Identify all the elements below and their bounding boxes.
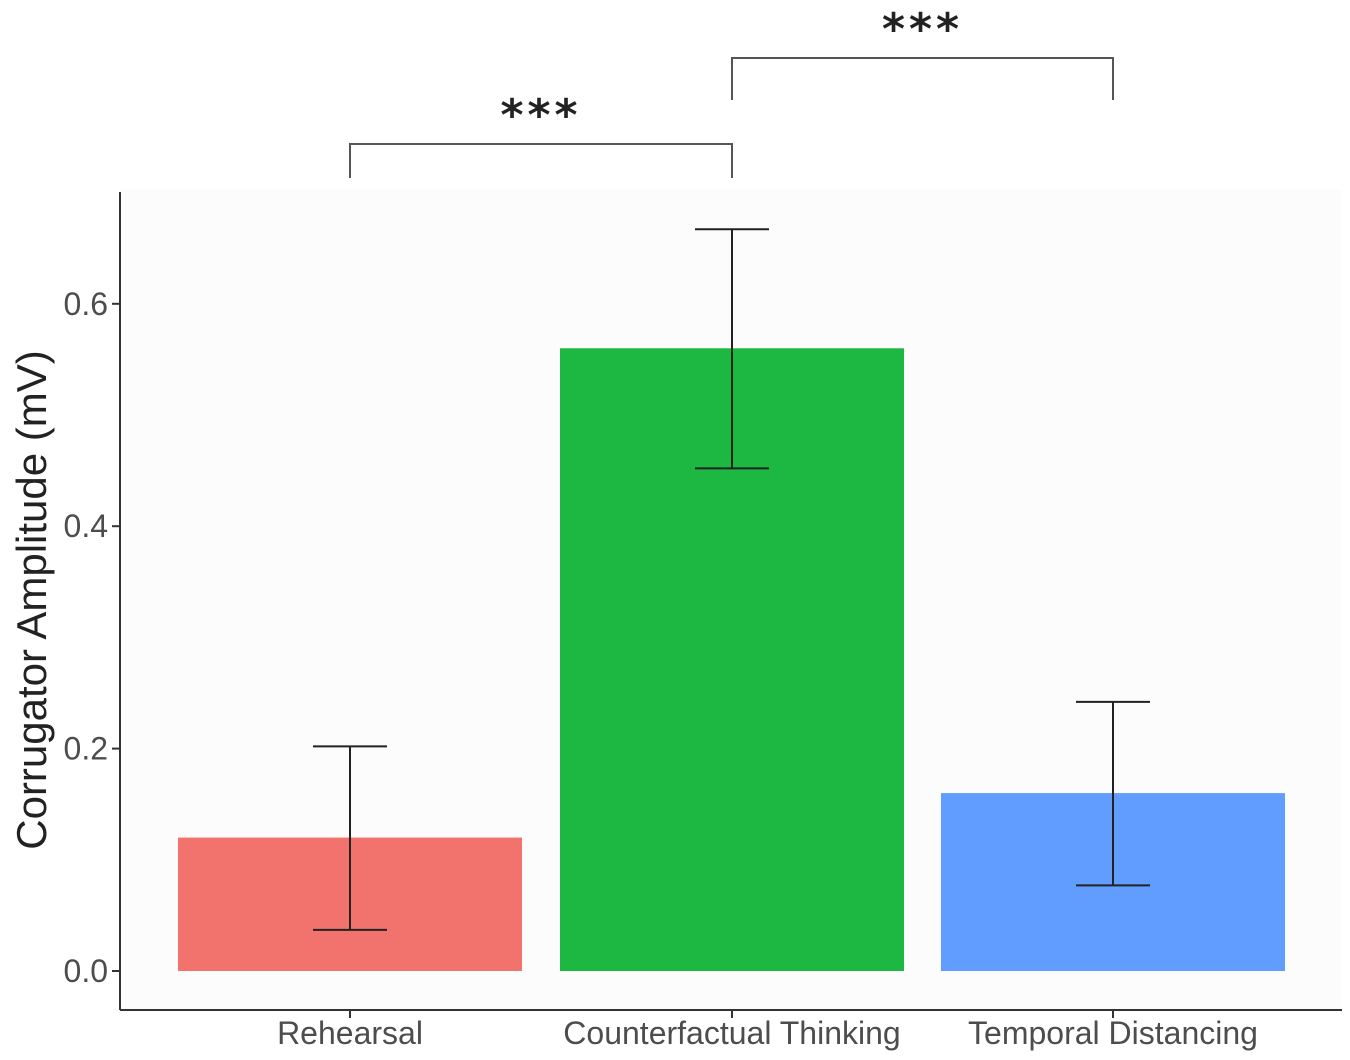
x-tick-label: Rehearsal bbox=[277, 1015, 423, 1051]
error-bar bbox=[313, 745, 387, 931]
significance-label: *** bbox=[882, 4, 963, 55]
error-bar bbox=[1076, 700, 1150, 887]
y-axis-title: Corrugator Amplitude (mV) bbox=[8, 350, 55, 850]
x-tick-label: Temporal Distancing bbox=[968, 1015, 1258, 1051]
error-bars-group bbox=[313, 228, 1150, 931]
x-tick-label: Counterfactual Thinking bbox=[563, 1015, 900, 1051]
significance-bracket: *** bbox=[349, 90, 733, 178]
significance-bracket-line bbox=[349, 143, 733, 178]
significance-brackets-group: *** *** bbox=[349, 4, 1114, 178]
error-bar bbox=[695, 228, 769, 470]
y-ticks-group: 0.0 0.2 0.4 0.6 bbox=[64, 286, 120, 989]
y-tick-label: 0.0 bbox=[64, 953, 108, 989]
x-ticks-group: Rehearsal Counterfactual Thinking Temporal… bbox=[277, 1010, 1258, 1051]
significance-bracket-line bbox=[731, 57, 1114, 100]
significance-bracket: *** bbox=[731, 4, 1114, 100]
y-tick-label: 0.4 bbox=[64, 508, 108, 544]
y-tick-label: 0.2 bbox=[64, 731, 108, 767]
y-tick-label: 0.6 bbox=[64, 286, 108, 322]
significance-label: *** bbox=[500, 90, 581, 141]
